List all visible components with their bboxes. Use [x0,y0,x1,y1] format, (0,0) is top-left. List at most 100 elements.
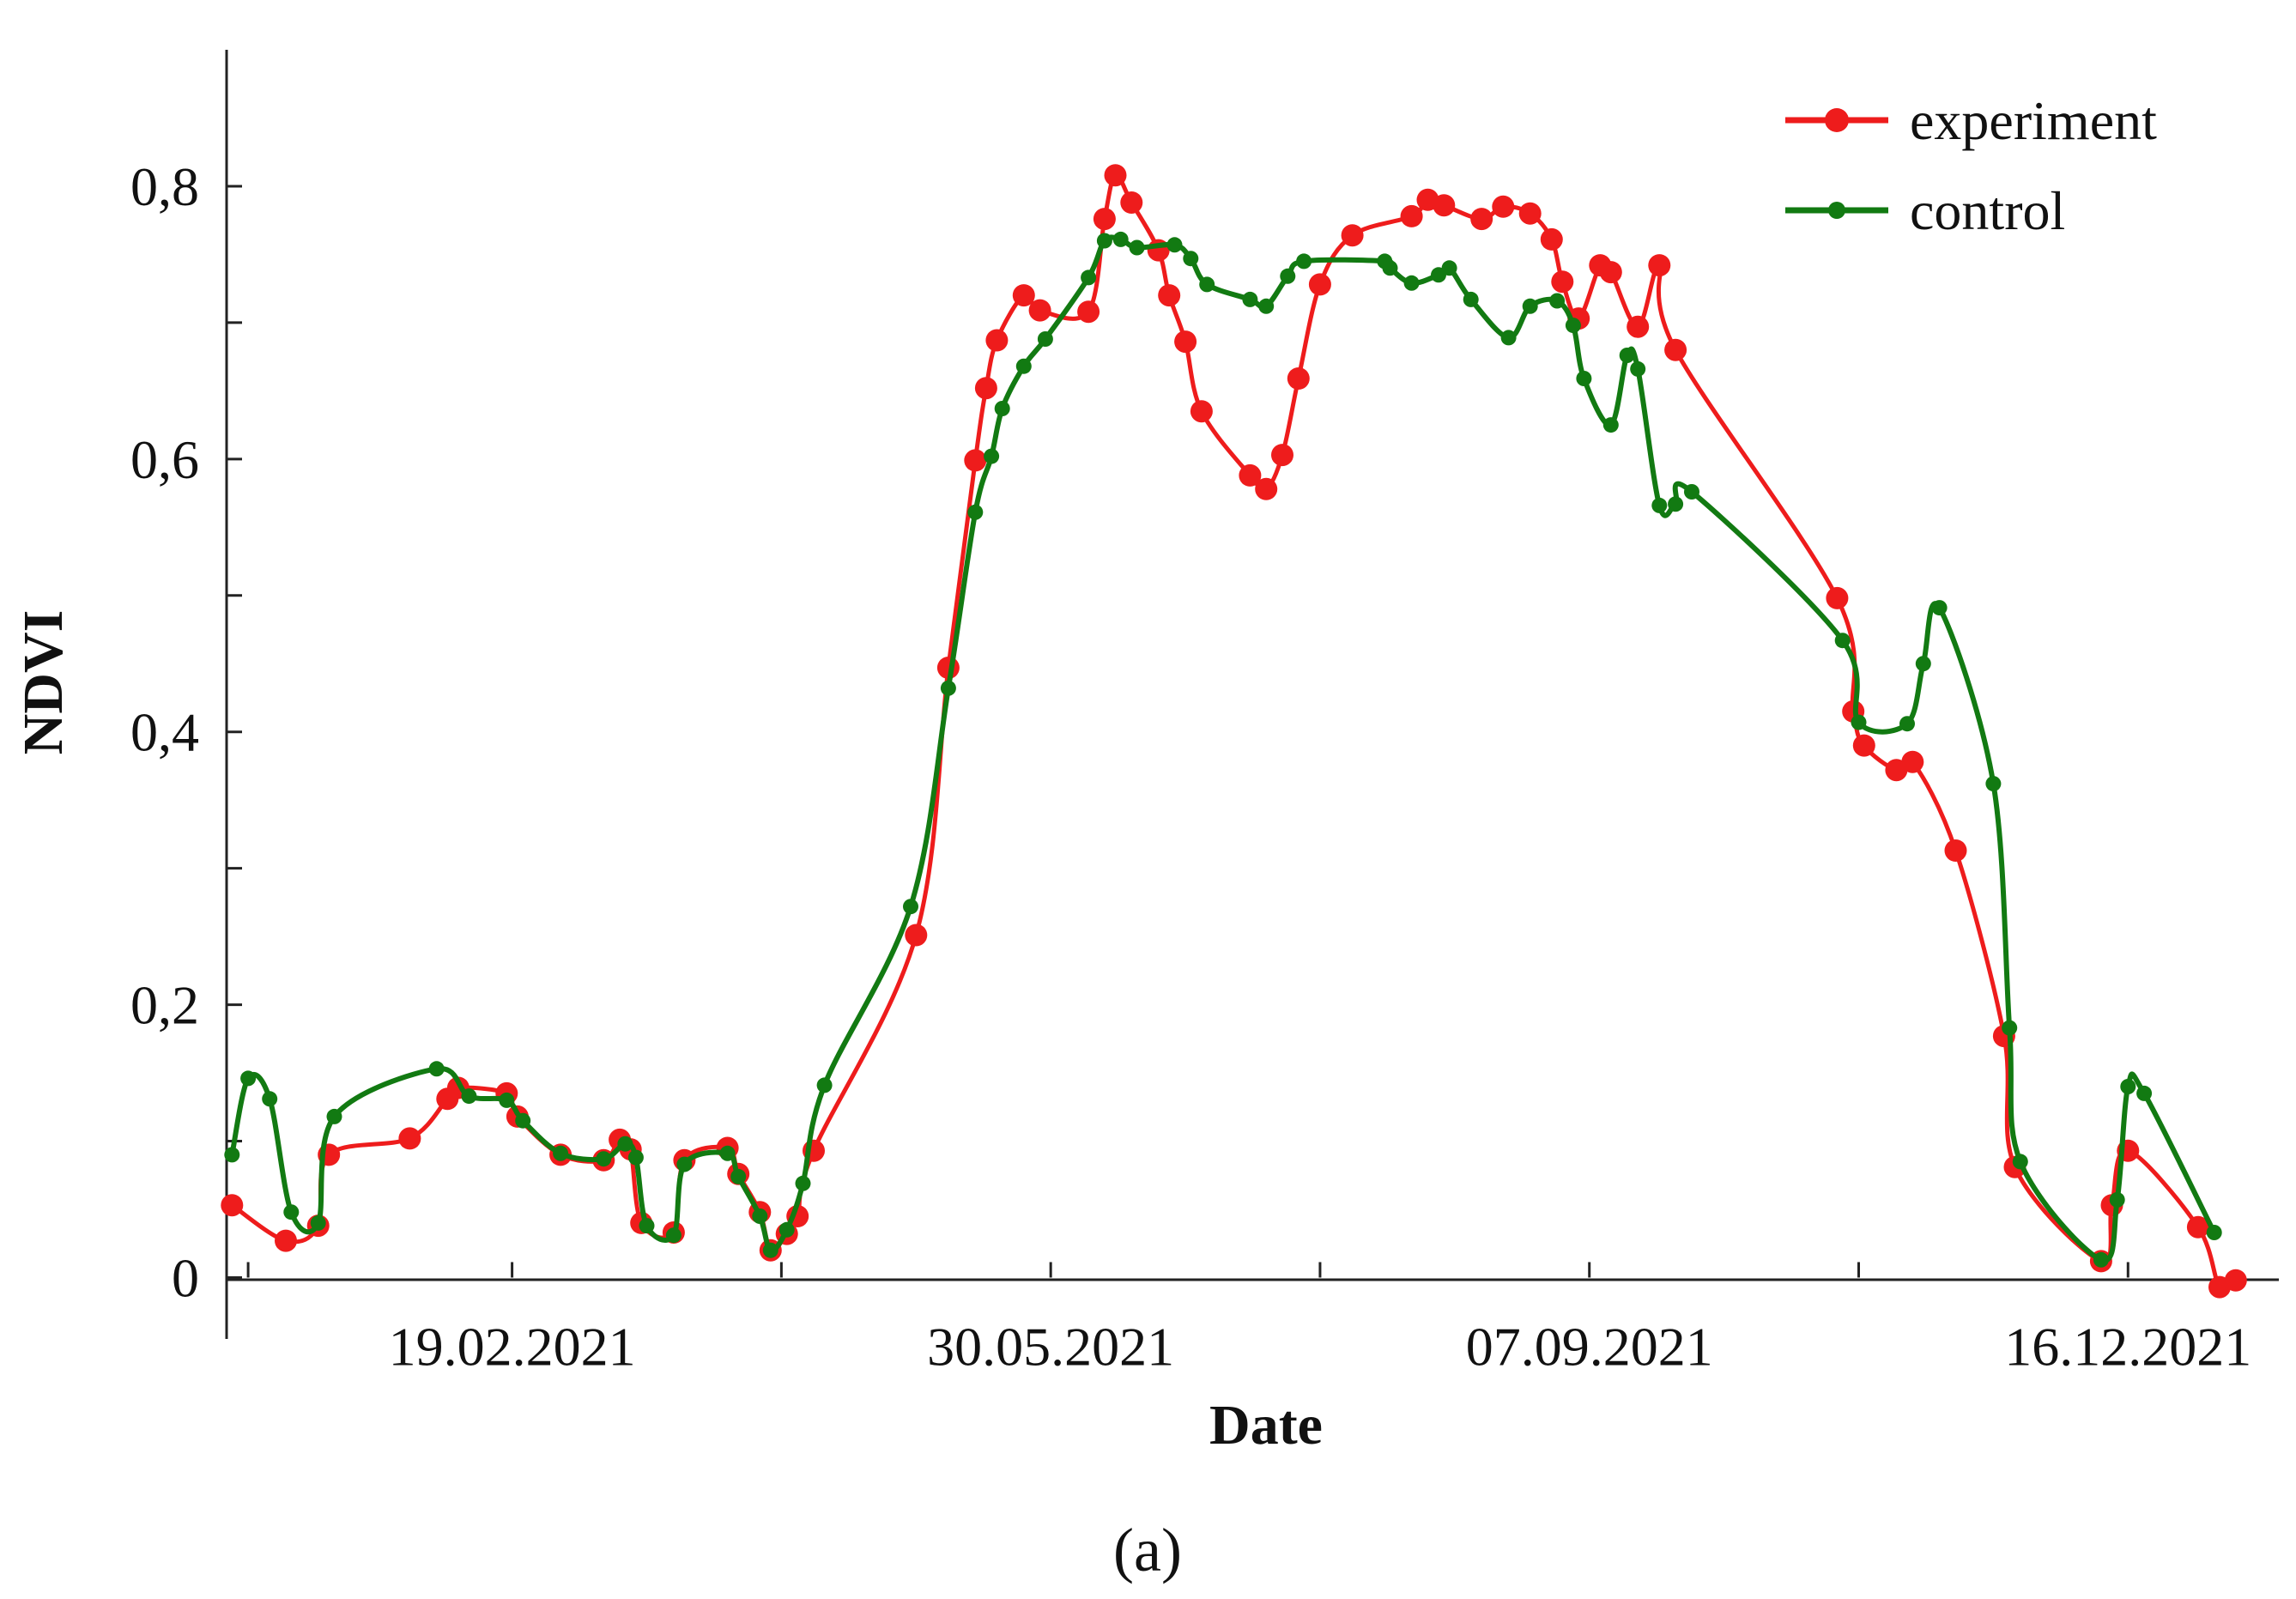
data-point-control [778,1221,795,1238]
data-point-control [283,1204,300,1220]
data-point-experiment [1470,208,1493,231]
data-point-control [240,1070,257,1087]
x-tick-label: 30.05.2021 [927,1316,1174,1377]
data-point-experiment [1627,315,1650,338]
data-point-control [617,1136,633,1152]
data-point-control [1576,371,1592,386]
data-point-control [665,1227,682,1244]
data-point-control [262,1091,278,1107]
data-point-experiment [1599,261,1622,284]
data-point-control [795,1175,811,1191]
data-point-control [1851,714,1867,730]
data-point-control [1619,348,1635,363]
data-point-control [1382,260,1398,276]
data-point-control [1166,237,1183,253]
legend-item-experiment: experiment [1785,90,2157,151]
axes [225,50,2279,1339]
data-point-control [326,1108,342,1124]
data-point-control [515,1112,531,1129]
data-point-control [967,504,984,520]
legend-label: control [1910,180,2065,241]
data-point-control [2109,1191,2125,1208]
data-point-experiment [964,449,987,472]
data-point-experiment [1540,227,1563,251]
series-lines [221,164,2247,1299]
data-point-experiment [1308,273,1331,296]
data-point-control [1081,270,1097,286]
data-point-control [1280,268,1296,284]
data-point-experiment [1028,299,1051,322]
data-point-control [1834,633,1851,649]
data-point-experiment [2186,1215,2209,1239]
data-point-experiment [1271,444,1293,467]
x-tick-label: 07.09.2021 [1466,1316,1713,1377]
data-point-experiment [1120,191,1143,214]
data-point-experiment [398,1127,421,1150]
data-point-control [627,1149,644,1166]
data-point-control [903,899,918,915]
y-tick-label: 0,2 [130,975,199,1036]
data-point-control [984,448,1000,464]
data-point-control [2206,1225,2222,1240]
data-point-experiment [1433,194,1456,217]
data-point-control [994,401,1010,416]
data-point-control [1096,233,1112,249]
data-point-control [596,1151,612,1167]
tick-labels: 0 0,2 0,4 0,6 0,8 19.02.2021 30.05.2021 07.09.2… [130,156,2251,1378]
data-point-control [1403,275,1420,291]
data-point-experiment [1648,254,1671,277]
data-point-control [1549,293,1566,309]
x-axis-title: Date [1209,1394,1323,1457]
data-point-control [1258,298,1275,314]
data-point-experiment [1341,224,1364,247]
data-point-control [1602,417,1619,433]
data-point-control [1522,298,1538,314]
data-point-experiment [1255,477,1278,500]
series-line-experiment [229,173,2238,1293]
data-point-control [2093,1251,2109,1268]
data-point-control [553,1145,569,1161]
data-point-control [1015,358,1032,374]
data-point-control [1899,716,1915,732]
x-tick-label: 16.12.2021 [2004,1316,2251,1377]
data-point-experiment [1551,270,1574,294]
data-point-experiment [1664,338,1687,361]
data-point-control [1296,253,1312,270]
data-point-experiment [1852,734,1875,757]
data-point-control [2002,1020,2018,1036]
data-point-control [1500,330,1517,346]
data-point-control [730,1168,747,1184]
data-point-control [1463,291,1479,307]
series-control [224,231,2222,1268]
data-point-control [2120,1079,2136,1094]
data-point-control [461,1088,477,1105]
legend-swatch-marker [1828,202,1845,219]
data-point-control [676,1156,693,1172]
legend-swatch-marker [1825,108,1849,132]
data-point-control [639,1218,655,1234]
data-point-experiment [1518,202,1542,225]
data-point-control [224,1147,240,1163]
series-line-control [229,234,2217,1263]
data-point-experiment [221,1194,244,1217]
data-point-control [2012,1154,2028,1170]
data-point-experiment [1012,284,1035,307]
data-point-control [1242,291,1258,307]
figure-caption: (a) [1113,1516,1182,1584]
data-point-control [816,1077,833,1093]
data-point-experiment [1239,463,1262,487]
data-point-control [499,1092,515,1108]
data-point-control [762,1242,778,1258]
data-point-control [1129,239,1145,256]
data-point-experiment [1104,164,1127,187]
data-point-experiment [2224,1269,2247,1292]
y-tick-label: 0 [172,1247,199,1308]
data-point-control [1684,484,1699,500]
tick-marks [227,185,2129,1279]
data-point-control [1183,251,1199,267]
data-point-control [428,1061,445,1077]
data-point-control [2136,1085,2153,1101]
data-point-control [752,1208,768,1224]
data-point-experiment [985,329,1009,352]
